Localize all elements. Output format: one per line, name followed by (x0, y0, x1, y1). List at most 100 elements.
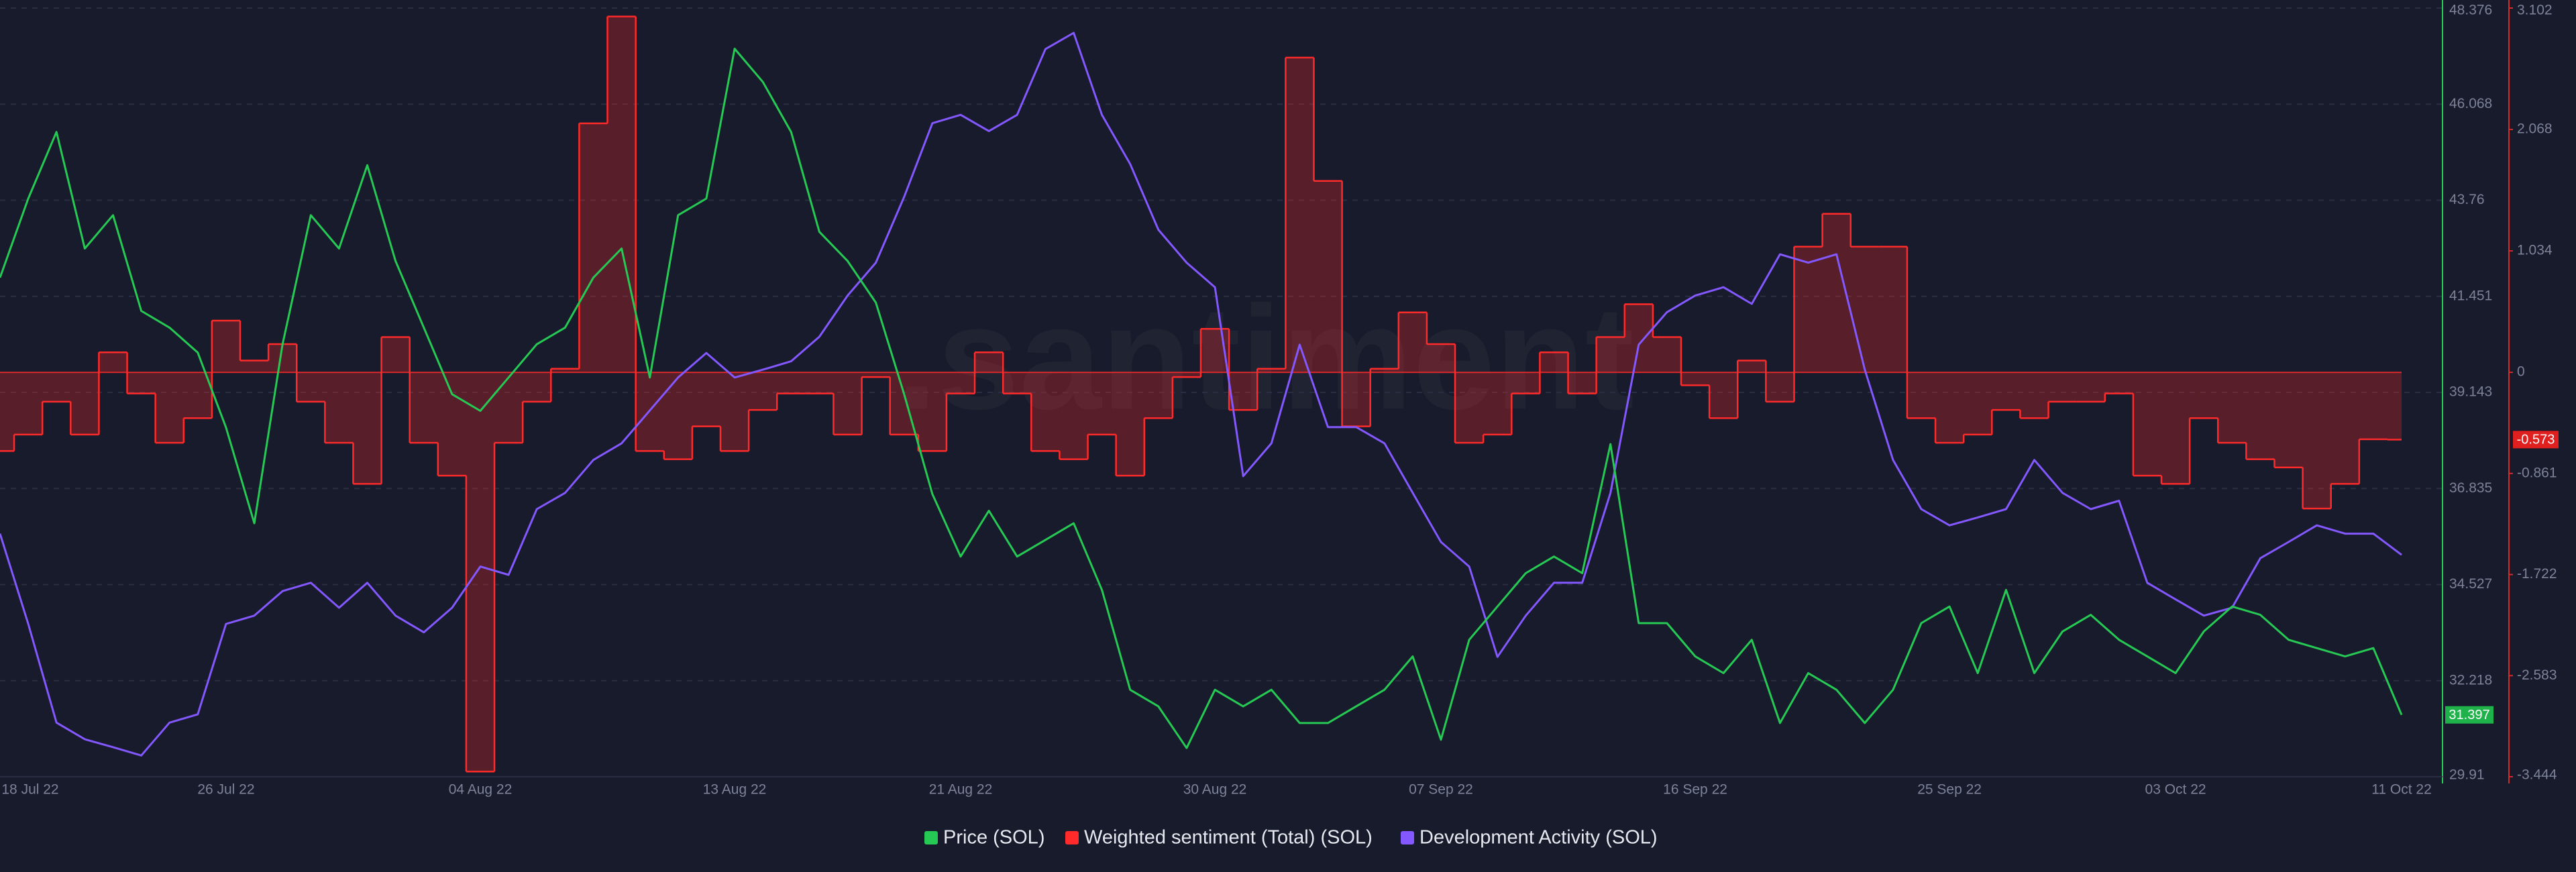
y2-tick-label: -0.861 (2517, 465, 2557, 480)
sentiment-area (1907, 372, 1936, 419)
sentiment-area (2387, 372, 2402, 440)
x-tick-label: 30 Aug 22 (1183, 782, 1247, 798)
sentiment-area (607, 16, 636, 373)
sentiment-area (1087, 372, 1116, 435)
sentiment-area (1059, 372, 1088, 459)
sentiment-area (2302, 372, 2331, 509)
sentiment-area (1878, 246, 1907, 373)
sentiment-area (0, 372, 15, 451)
sentiment-area (1229, 372, 1258, 411)
sentiment-area (833, 372, 862, 435)
sentiment-area (2330, 372, 2359, 484)
sentiment-area (466, 372, 495, 772)
sentiment-area (692, 372, 720, 427)
series-line (0, 48, 2403, 749)
y2-tick-label: 2.068 (2517, 121, 2553, 137)
sentiment-area (211, 321, 240, 373)
y-tick-label: 43.76 (2449, 192, 2485, 207)
sentiment-area (749, 372, 777, 411)
x-tick-label: 16 Sep 22 (1663, 782, 1727, 798)
sentiment-area (1172, 372, 1201, 378)
sentiment-area (1964, 372, 1992, 435)
sentiment-area (1313, 180, 1342, 373)
sentiment-area (946, 372, 975, 394)
watermark: .santiment (896, 275, 1634, 440)
sentiment-area (1568, 372, 1597, 394)
sentiment-area (2020, 372, 2049, 419)
x-tick-label: 03 Oct 22 (2145, 782, 2206, 798)
sentiment-area (551, 368, 580, 373)
y-tick-label: 41.451 (2449, 288, 2492, 303)
sentiment-area (2218, 372, 2247, 443)
sentiment-area (523, 372, 551, 402)
sentiment-area (1003, 372, 1032, 394)
sentiment-area (890, 372, 918, 435)
sentiment-area (579, 123, 608, 373)
sentiment-area (2133, 372, 2161, 476)
sentiment-area (2274, 372, 2303, 468)
sentiment-area (1116, 372, 1144, 476)
sentiment-area (2104, 372, 2133, 394)
sentiment-area (70, 372, 99, 435)
y-tick-label: 29.91 (2449, 767, 2485, 783)
legend-swatch (1065, 831, 1079, 844)
sentiment-area (1737, 360, 1766, 373)
sentiment-area (975, 352, 1004, 373)
sentiment-area (861, 372, 890, 378)
sentiment-area (1511, 372, 1540, 394)
y-tick-label: 39.143 (2449, 384, 2492, 400)
sentiment-area (663, 372, 692, 459)
sentiment-area (1370, 368, 1399, 373)
x-tick-label: 21 Aug 22 (929, 782, 993, 798)
sentiment-area (805, 372, 834, 394)
sentiment-area (437, 372, 466, 476)
sentiment-area (353, 372, 382, 484)
legend-label: Weighted sentiment (Total) (SOL) (1084, 827, 1373, 849)
sentiment-area (2048, 372, 2077, 402)
sentiment-area (42, 372, 71, 402)
sentiment-area (14, 372, 43, 435)
sentiment-area (1596, 337, 1625, 373)
sentiment-area (1285, 57, 1314, 373)
sentiment-area (1342, 372, 1371, 427)
x-tick-label: 13 Aug 22 (703, 782, 767, 798)
y-tick-label: 34.527 (2449, 576, 2492, 592)
sentiment-area (2161, 372, 2190, 484)
sentiment-area (720, 372, 749, 451)
sentiment-area (127, 372, 156, 394)
sentiment-area (1483, 372, 1512, 435)
x-tick-label: 04 Aug 22 (449, 782, 513, 798)
sentiment-area (325, 372, 354, 443)
sentiment-area (240, 360, 269, 373)
legend-label: Development Activity (SOL) (1419, 827, 1658, 849)
sentiment-area (1624, 304, 1653, 373)
value-badge (2513, 431, 2559, 449)
x-tick-label: 11 Oct 22 (2371, 782, 2432, 798)
y2-tick-label: 0 (2517, 364, 2525, 380)
legend-label: Price (SOL) (943, 827, 1044, 849)
sentiment-series (0, 15, 2402, 773)
x-tick-label: 25 Sep 22 (1917, 782, 1982, 798)
legend-swatch (1401, 831, 1414, 844)
sentiment-area (381, 337, 410, 373)
y-tick-label: 46.068 (2449, 96, 2492, 111)
sentiment-area (1766, 372, 1794, 402)
x-tick-label: 26 Jul 22 (197, 782, 254, 798)
sentiment-area (1681, 372, 1710, 386)
x-tick-label: 07 Sep 22 (1409, 782, 1473, 798)
series-line (0, 32, 2402, 757)
y2-tick-label: -1.722 (2517, 566, 2557, 582)
sentiment-area (918, 372, 947, 451)
value-badge (2445, 706, 2493, 724)
sentiment-area (1455, 372, 1484, 443)
sentiment-area (1257, 368, 1286, 373)
sentiment-area (99, 352, 127, 373)
sentiment-area (2359, 372, 2387, 439)
sentiment-area (1031, 372, 1060, 451)
y2-tick-label: -2.583 (2517, 667, 2557, 683)
sentiment-area (2246, 372, 2275, 459)
y2-tick-label: 3.102 (2517, 3, 2553, 18)
y2-tick-label: 1.034 (2517, 243, 2553, 258)
